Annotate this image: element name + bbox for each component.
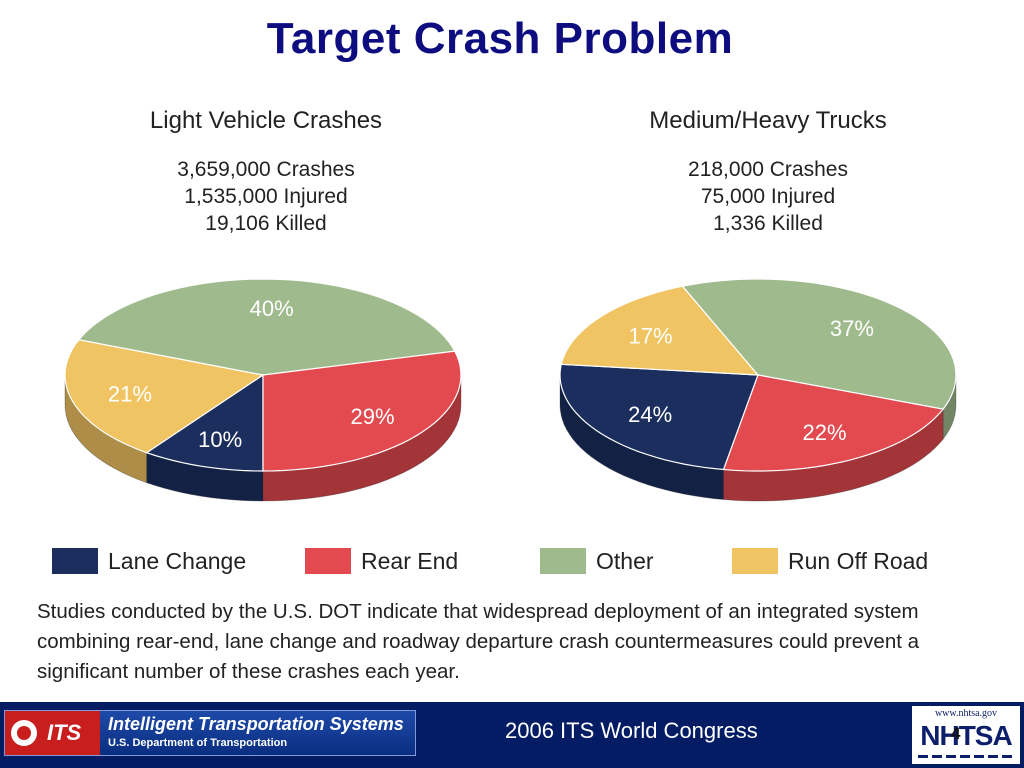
light-vehicle-injured: 1,535,000 Injured <box>184 185 348 208</box>
trucks-crashes: 218,000 Crashes <box>688 158 848 181</box>
pie-charts: 10% 21% 40% 29% 24% 17% 37% 22% <box>64 278 957 502</box>
trucks-title: Medium/Heavy Trucks <box>649 107 887 134</box>
light-vehicle-stats: 3,659,000 Crashes 1,535,000 Injured 19,1… <box>46 156 486 237</box>
legend-label-run-off-road: Run Off Road <box>788 547 929 574</box>
legend-item-lane-change: Lane Change <box>52 544 246 578</box>
light-vehicle-crasheslabel-lane-change: 10% <box>198 427 242 452</box>
footer-bar: ITS Intelligent Transportation Systems U… <box>0 702 1024 768</box>
slide-title: Target Crash Problem <box>266 14 734 63</box>
legend-label-other: Other <box>596 547 654 574</box>
medium-heavy-trucksslice-lane-change <box>559 363 759 471</box>
legend-item-rear-end: Rear End <box>305 544 458 578</box>
light-vehicle-killed: 19,106 Killed <box>205 212 327 235</box>
congress-label: 2006 ITS World Congress <box>505 718 758 743</box>
body-text: Studies conducted by the U.S. DOT indica… <box>37 600 920 683</box>
trucks-injured: 75,000 Injured <box>700 185 836 208</box>
its-abbrev: ITS <box>47 720 82 745</box>
light-vehicle-title: Light Vehicle Crashes <box>149 107 383 134</box>
nhtsa-wordmark: NHTSA <box>920 720 1012 751</box>
legend-swatch-rear-end <box>305 548 351 574</box>
trucks-killed: 1,336 Killed <box>713 212 823 235</box>
nhtsa-logo: www.nhtsa.gov NHTSA <box>912 706 1020 764</box>
legend-item-run-off-road: Run Off Road <box>732 544 928 578</box>
medium-heavy-truckslabel-run-off-road: 17% <box>628 324 672 349</box>
its-circle-icon <box>11 720 37 746</box>
trucks-block: Medium/Heavy Trucks 218,000 Crashes 75,0… <box>548 100 988 237</box>
its-name: Intelligent Transportation Systems <box>108 714 404 734</box>
legend-swatch-lane-change <box>52 548 98 574</box>
light-vehicle-crashesslice-lane-change <box>145 373 264 472</box>
its-logo: ITS Intelligent Transportation Systems U… <box>4 710 416 756</box>
its-badge: ITS <box>5 711 100 755</box>
light-vehicle-crashes: 3,659,000 Crashes <box>177 158 355 181</box>
light-vehicle-crashesslice-rear-end <box>262 350 462 472</box>
legend-label-lane-change: Lane Change <box>108 547 247 574</box>
legend-label-rear-end: Rear End <box>361 547 459 574</box>
light-vehicle-crashesslice-other <box>77 278 456 376</box>
nhtsa-url: www.nhtsa.gov <box>934 708 998 719</box>
light-vehicle-crasheslabel-run-off-road: 21% <box>108 382 152 407</box>
page-number: 4 <box>951 724 961 743</box>
light-vehicle-crasheslabel-rear-end: 29% <box>350 404 394 429</box>
legend: Lane Change Rear End Other Run Off Road <box>52 544 952 578</box>
legend-item-other: Other <box>540 544 654 578</box>
light-vehicle-crashesslice-run-off-road <box>64 339 265 454</box>
legend-swatch-run-off-road <box>732 548 778 574</box>
medium-heavy-truckslabel-other: 37% <box>830 316 874 341</box>
nhtsa-stripe <box>918 755 1014 758</box>
medium-heavy-trucksslice-rear-end <box>722 374 945 472</box>
light-vehicle-block: Light Vehicle Crashes 3,659,000 Crashes … <box>46 100 486 237</box>
medium-heavy-trucksslice-run-off-road <box>560 285 760 376</box>
medium-heavy-truckslabel-lane-change: 24% <box>628 402 672 427</box>
legend-swatch-other <box>540 548 586 574</box>
its-dept: U.S. Department of Transportation <box>108 737 288 749</box>
trucks-stats: 218,000 Crashes 75,000 Injured 1,336 Kil… <box>548 156 988 237</box>
medium-heavy-trucksslice-other <box>681 278 957 410</box>
medium-heavy-truckslabel-rear-end: 22% <box>802 420 846 445</box>
light-vehicle-crasheslabel-other: 40% <box>250 296 294 321</box>
